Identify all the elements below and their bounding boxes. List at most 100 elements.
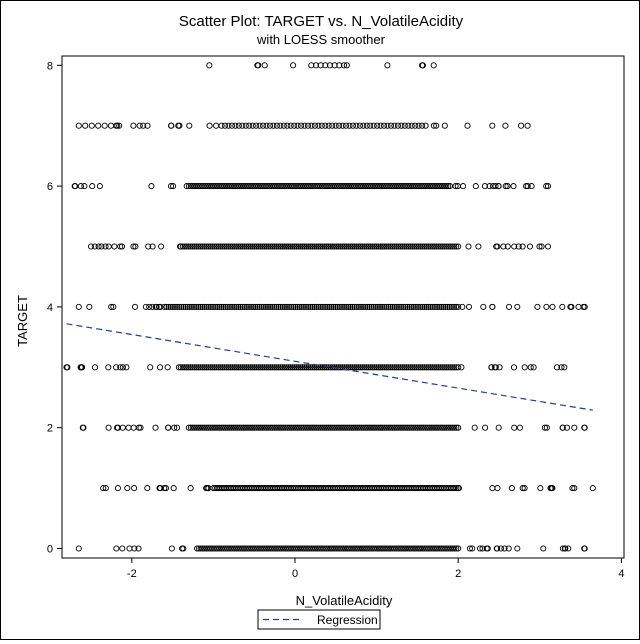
scatter-point (431, 424, 439, 431)
scatter-point (117, 243, 124, 250)
scatter-point (247, 243, 254, 250)
scatter-point (496, 364, 503, 371)
scatter-point (401, 243, 408, 250)
scatter-point (171, 303, 179, 310)
x-axis-label: N_VolatileAcidity (296, 593, 393, 608)
scatter-point (398, 122, 405, 129)
scatter-point (225, 545, 233, 552)
scatter-point (424, 424, 431, 431)
scatter-point (331, 364, 338, 371)
scatter-point (521, 364, 528, 371)
scatter-point (397, 424, 404, 431)
scatter-point (255, 243, 262, 250)
scatter-point (375, 243, 382, 250)
scatter-point (309, 243, 316, 250)
scatter-point (406, 424, 413, 431)
scatter-point (385, 303, 392, 310)
scatter-point (355, 243, 362, 250)
scatter-point (389, 303, 396, 310)
scatter-point (224, 303, 231, 310)
scatter-point (427, 243, 434, 250)
scatter-point (356, 424, 363, 431)
scatter-point (284, 424, 291, 431)
scatter-point (348, 545, 355, 552)
scatter-point (321, 243, 328, 250)
scatter-point (185, 364, 192, 371)
scatter-point (494, 545, 501, 552)
scatter-point (212, 424, 220, 431)
scatter-point (431, 303, 439, 310)
scatter-point (246, 122, 253, 129)
scatter-point (203, 303, 210, 310)
scatter-point (110, 303, 117, 310)
scatter-point (243, 243, 250, 250)
scatter-point (466, 545, 473, 552)
scatter-point (262, 303, 269, 310)
scatter-point (245, 364, 252, 371)
scatter-point (235, 243, 242, 250)
scatter-point (437, 424, 444, 431)
scatter-point (256, 122, 263, 129)
scatter-point (349, 243, 356, 250)
scatter-point (338, 545, 345, 552)
scatter-point (63, 364, 70, 371)
scatter-point (319, 364, 326, 371)
scatter-point (275, 303, 282, 310)
scatter-point (173, 424, 181, 431)
scatter-point (363, 243, 370, 250)
scatter-point (414, 303, 422, 310)
scatter-point (428, 424, 435, 431)
scatter-point (563, 424, 571, 431)
scatter-point (383, 424, 390, 431)
scatter-point (207, 545, 214, 552)
scatter-point (338, 424, 346, 431)
scatter-point (75, 545, 82, 552)
scatter-point (167, 303, 174, 310)
scatter-point (434, 545, 441, 552)
scatter-point (395, 243, 402, 250)
scatter-point (91, 243, 98, 250)
scatter-point (287, 122, 294, 129)
scatter-point (455, 243, 462, 250)
scatter-point (540, 545, 547, 552)
scatter-point (117, 364, 124, 371)
scatter-point (185, 183, 192, 190)
scatter-point (351, 364, 358, 371)
scatter-point (412, 303, 419, 310)
legend-box (257, 609, 381, 630)
scatter-point (275, 243, 282, 250)
scatter-point (425, 545, 432, 552)
scatter-point (372, 545, 379, 552)
scatter-point (342, 122, 350, 129)
scatter-point (126, 545, 133, 552)
scatter-point (277, 122, 284, 129)
scatter-point (169, 303, 176, 310)
scatter-point (302, 424, 309, 431)
scatter-point (259, 364, 266, 371)
scatter-point (177, 364, 184, 371)
scatter-point (404, 303, 411, 310)
scatter-point (422, 122, 429, 129)
scatter-point (221, 243, 228, 250)
scatter-point (217, 243, 224, 250)
scatter-point (338, 303, 346, 310)
scatter-point (427, 364, 434, 371)
scatter-point (339, 122, 346, 129)
scatter-point (301, 122, 308, 129)
scatter-point (430, 122, 437, 129)
scatter-point (167, 183, 175, 190)
scatter-point (411, 243, 418, 250)
scatter-point (315, 183, 322, 190)
scatter-point (371, 424, 378, 431)
y-axis-label: TARGET (15, 295, 30, 347)
scatter-point (308, 122, 315, 129)
scatter-point (417, 364, 424, 371)
scatter-point (445, 424, 452, 431)
scatter-point (411, 183, 418, 190)
scatter-point (77, 183, 84, 190)
scatter-point (206, 62, 213, 69)
scatter-point (439, 243, 446, 250)
scatter-point (464, 122, 471, 129)
scatter-point (524, 122, 531, 129)
scatter-point (276, 424, 284, 431)
